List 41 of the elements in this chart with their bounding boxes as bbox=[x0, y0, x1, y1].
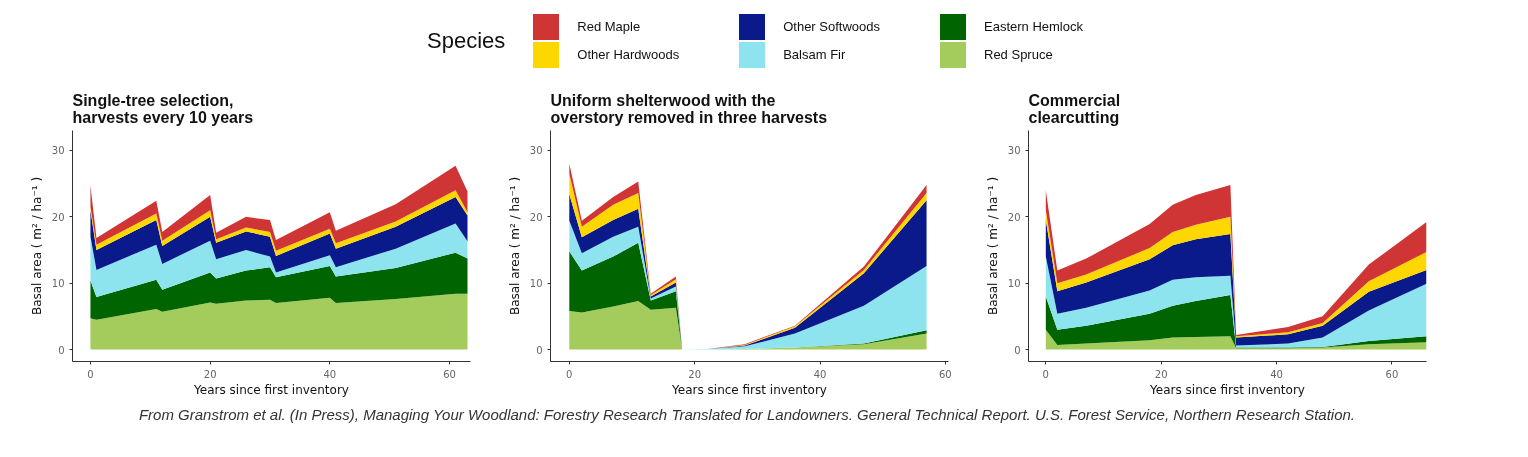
x-tick-label: 40 bbox=[323, 368, 337, 380]
chart-title: Single-tree selection, harvests every 10 years bbox=[72, 91, 254, 126]
x-tick-label: 60 bbox=[443, 368, 456, 380]
y-axis-title: Basal area ( m² / ha⁻¹ ) bbox=[985, 176, 1000, 316]
y-tick-label: 0 bbox=[1014, 344, 1021, 356]
text: From Granstrom et al. (In Press), Managing Your Woodland: Forestry Research Translated for Landowners. General Technical Report. U.S. Forest Service, Northern Research Station. bbox=[137, 405, 1357, 425]
legend-title: Species bbox=[427, 27, 506, 56]
y-tick-label: 20 bbox=[51, 211, 65, 223]
legend-label: Balsam Fir bbox=[783, 45, 846, 64]
legend-label: Eastern Hemlock bbox=[984, 17, 1083, 36]
chart-title: Commercial clearcutting bbox=[1028, 91, 1121, 126]
x-axis-title: Years since first inventory bbox=[1149, 382, 1305, 397]
chart-title: Uniform shelterwood with the overstory removed in three harvests bbox=[550, 91, 828, 126]
y-tick-label: 30 bbox=[529, 145, 543, 157]
x-tick-label: 0 bbox=[1042, 368, 1049, 380]
x-tick-label: 60 bbox=[1385, 368, 1399, 380]
legend-label: Red Spruce bbox=[984, 45, 1053, 64]
x-tick-label: 20 bbox=[688, 368, 702, 380]
y-tick-label: 30 bbox=[1007, 145, 1021, 157]
x-axis-title: Years since first inventory bbox=[671, 382, 827, 397]
y-tick-label: 10 bbox=[1007, 278, 1021, 290]
y-tick-label: 0 bbox=[536, 344, 543, 356]
x-tick-label: 20 bbox=[1154, 368, 1168, 380]
x-tick-label: 0 bbox=[566, 368, 573, 380]
y-axis-title: Basal area ( m² / ha⁻¹ ) bbox=[29, 176, 44, 316]
legend-label: Other Hardwoods bbox=[577, 45, 680, 64]
legend-label: Red Maple bbox=[577, 17, 641, 36]
y-tick-label: 20 bbox=[1007, 211, 1021, 223]
x-axis-title: Years since first inventory bbox=[193, 382, 349, 397]
x-tick-label: 0 bbox=[87, 368, 94, 380]
y-tick-label: 10 bbox=[51, 278, 65, 290]
x-tick-label: 20 bbox=[203, 368, 217, 380]
legend-label: Other Softwoods bbox=[783, 17, 880, 36]
y-tick-label: 30 bbox=[51, 145, 65, 157]
y-axis-title: Basal area ( m² / ha⁻¹ ) bbox=[507, 176, 522, 316]
x-tick-label: 60 bbox=[939, 368, 952, 380]
y-tick-label: 10 bbox=[529, 278, 543, 290]
x-tick-label: 40 bbox=[1270, 368, 1283, 380]
x-tick-label: 40 bbox=[813, 368, 827, 380]
y-tick-label: 0 bbox=[58, 344, 65, 356]
y-tick-label: 20 bbox=[529, 211, 543, 223]
